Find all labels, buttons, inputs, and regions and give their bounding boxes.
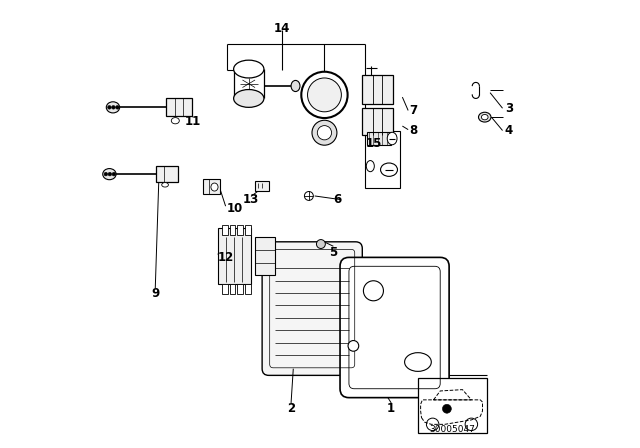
Text: 30005047: 30005047 xyxy=(429,425,475,434)
Ellipse shape xyxy=(291,80,300,91)
Circle shape xyxy=(104,172,108,176)
Text: 5: 5 xyxy=(329,246,337,259)
Circle shape xyxy=(108,172,111,176)
Circle shape xyxy=(348,340,359,351)
Ellipse shape xyxy=(162,183,168,187)
Ellipse shape xyxy=(481,115,488,120)
FancyBboxPatch shape xyxy=(340,258,449,398)
Bar xyxy=(166,99,192,116)
Circle shape xyxy=(442,404,451,413)
Bar xyxy=(365,130,400,188)
Bar xyxy=(367,132,391,145)
Ellipse shape xyxy=(479,112,491,122)
Ellipse shape xyxy=(103,168,116,180)
Bar xyxy=(230,225,236,235)
Bar xyxy=(222,225,228,235)
Ellipse shape xyxy=(366,160,374,172)
Text: 7: 7 xyxy=(409,104,417,117)
Circle shape xyxy=(116,106,119,109)
Ellipse shape xyxy=(106,102,120,113)
Circle shape xyxy=(112,172,116,176)
Text: 3: 3 xyxy=(505,102,513,115)
Bar xyxy=(222,284,228,294)
Bar xyxy=(362,75,394,104)
Circle shape xyxy=(108,106,111,109)
Bar xyxy=(244,225,250,235)
Ellipse shape xyxy=(387,132,397,145)
Bar xyxy=(255,237,275,275)
Ellipse shape xyxy=(234,90,264,108)
Text: 13: 13 xyxy=(243,193,259,206)
Ellipse shape xyxy=(364,281,383,301)
Bar xyxy=(237,284,243,294)
Text: 9: 9 xyxy=(151,287,159,300)
Bar xyxy=(204,180,220,194)
Text: 1: 1 xyxy=(387,402,396,415)
Circle shape xyxy=(312,120,337,145)
Circle shape xyxy=(301,72,348,118)
Ellipse shape xyxy=(172,117,179,124)
FancyBboxPatch shape xyxy=(262,242,362,375)
Ellipse shape xyxy=(211,183,218,191)
Circle shape xyxy=(308,78,341,112)
Bar xyxy=(230,284,236,294)
Ellipse shape xyxy=(234,60,264,78)
Bar xyxy=(156,166,177,182)
Ellipse shape xyxy=(404,353,431,371)
Bar xyxy=(244,284,250,294)
Bar xyxy=(237,225,243,235)
Text: 8: 8 xyxy=(409,124,417,137)
Ellipse shape xyxy=(381,163,397,177)
Text: 12: 12 xyxy=(218,251,234,264)
Circle shape xyxy=(316,240,325,249)
Circle shape xyxy=(317,125,332,140)
Bar xyxy=(255,181,269,190)
Circle shape xyxy=(111,106,115,109)
Bar xyxy=(362,108,394,135)
Text: 6: 6 xyxy=(333,193,342,206)
Text: 10: 10 xyxy=(227,202,243,215)
Circle shape xyxy=(305,191,314,200)
Text: 14: 14 xyxy=(274,22,291,34)
Bar xyxy=(418,378,487,433)
Text: 11: 11 xyxy=(185,115,201,128)
Text: 15: 15 xyxy=(365,138,381,151)
Text: 2: 2 xyxy=(287,402,295,415)
Text: 4: 4 xyxy=(505,124,513,137)
Bar xyxy=(218,228,251,284)
